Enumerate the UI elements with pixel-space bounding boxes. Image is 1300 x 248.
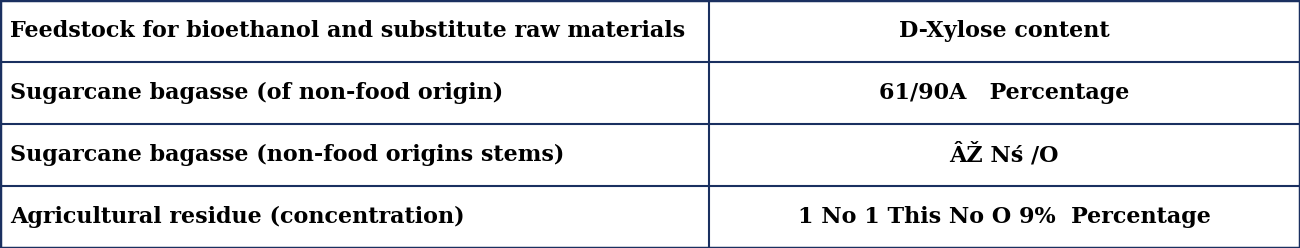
Text: Sugarcane bagasse (non-food origins stems): Sugarcane bagasse (non-food origins stem… xyxy=(10,144,564,166)
Text: Agricultural residue (concentration): Agricultural residue (concentration) xyxy=(10,206,465,228)
Text: Feedstock for bioethanol and substitute raw materials: Feedstock for bioethanol and substitute … xyxy=(10,20,685,42)
Text: D-Xylose content: D-Xylose content xyxy=(898,20,1110,42)
Text: ÂŽ Nś /O: ÂŽ Nś /O xyxy=(949,143,1060,167)
Text: 61/90A   Percentage: 61/90A Percentage xyxy=(879,82,1130,104)
Text: Sugarcane bagasse (of non-food origin): Sugarcane bagasse (of non-food origin) xyxy=(10,82,503,104)
Text: 1 No 1 This No O 9%  Percentage: 1 No 1 This No O 9% Percentage xyxy=(798,206,1210,228)
